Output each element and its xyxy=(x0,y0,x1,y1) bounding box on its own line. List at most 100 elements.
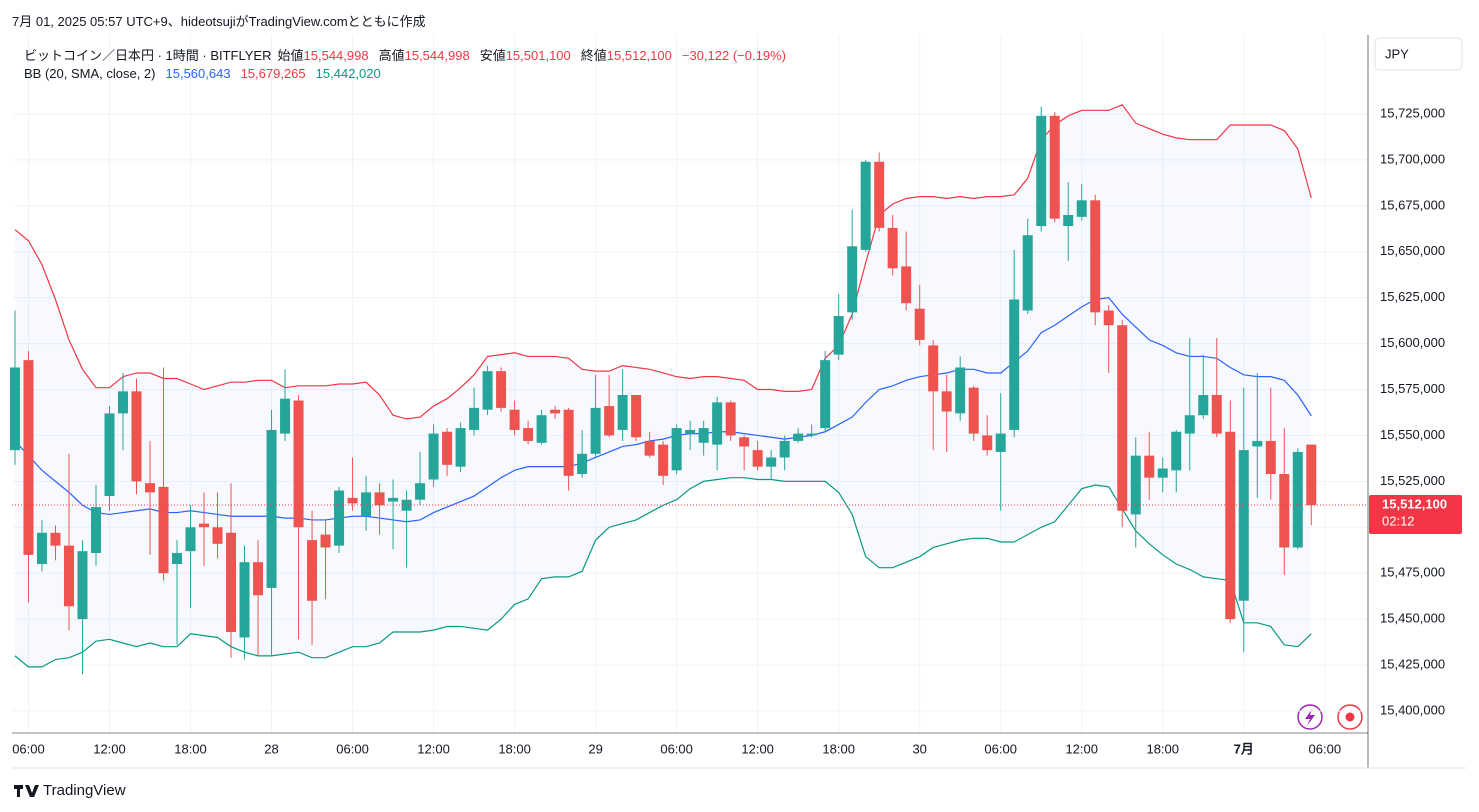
record-icon xyxy=(1345,712,1355,722)
candle-body xyxy=(536,415,547,443)
x-tick-label: 06:00 xyxy=(1309,741,1342,756)
candle-body xyxy=(1036,115,1047,227)
candle-body xyxy=(847,246,858,313)
band-fill xyxy=(14,104,1312,667)
candle-body xyxy=(833,316,844,355)
candle-body xyxy=(77,551,88,620)
candle-body xyxy=(955,367,966,414)
y-tick-label: 15,650,000 xyxy=(1380,243,1445,258)
bb-value: 15,679,265 xyxy=(240,66,306,81)
x-tick-label: 12:00 xyxy=(741,741,774,756)
x-tick-label: 7月 xyxy=(1234,741,1254,756)
bb-upper xyxy=(14,104,1312,420)
candle-body xyxy=(50,532,61,546)
candle-body xyxy=(226,532,237,632)
candle-body xyxy=(590,407,601,454)
x-tick-label: 18:00 xyxy=(822,741,855,756)
candle-body xyxy=(698,428,709,443)
candle-body xyxy=(577,453,588,475)
y-tick-label: 15,700,000 xyxy=(1380,151,1445,166)
currency-box[interactable] xyxy=(1374,37,1463,71)
header: 7月 01, 2025 05:57 UTC+9、hideotsujiがTradi… xyxy=(12,14,426,29)
bb-value: 15,442,020 xyxy=(315,66,381,81)
candle-body xyxy=(671,428,682,471)
candle-body xyxy=(428,433,439,480)
y-tick-label: 15,625,000 xyxy=(1380,289,1445,304)
y-tick-label: 15,575,000 xyxy=(1380,381,1445,396)
candle-body xyxy=(1090,200,1101,313)
x-tick-label: 18:00 xyxy=(498,741,531,756)
candle-body xyxy=(455,428,466,467)
candle-body xyxy=(1009,299,1020,430)
candle-body xyxy=(550,409,561,414)
y-tick-label: 15,450,000 xyxy=(1380,611,1445,626)
bb-value: 15,560,643 xyxy=(165,66,231,81)
change: −30,122 (−0.19%) xyxy=(681,48,786,63)
candle-body xyxy=(604,406,615,436)
candle-body xyxy=(523,428,534,441)
candle-body xyxy=(415,483,426,500)
currency: JPY xyxy=(1385,46,1409,61)
candle-body xyxy=(104,413,115,497)
candle-body xyxy=(887,227,898,269)
last-price-tag xyxy=(1369,495,1462,535)
candle-body xyxy=(401,499,412,511)
x-tick-label: 30 xyxy=(912,741,926,756)
candle-body xyxy=(374,492,385,506)
candle-body xyxy=(469,407,480,430)
ohlc-value: 15,544,998 xyxy=(404,48,470,63)
candle-body xyxy=(1049,115,1060,219)
x-tick-label: 06:00 xyxy=(12,741,45,756)
candle-body xyxy=(995,433,1006,452)
candle-body xyxy=(1022,235,1033,311)
candle-body xyxy=(766,457,777,467)
y-tick-label: 15,550,000 xyxy=(1380,427,1445,442)
y-tick-label: 15,425,000 xyxy=(1380,656,1445,671)
candle-body xyxy=(199,523,210,528)
candle-body xyxy=(1292,451,1303,548)
candle-body xyxy=(9,367,20,451)
x-tick-label: 12:00 xyxy=(1065,741,1098,756)
candle-body xyxy=(442,431,453,465)
y-tick-label: 15,400,000 xyxy=(1380,702,1445,717)
candle-body xyxy=(725,402,736,436)
bb-label: BB (20, SMA, close, 2) xyxy=(24,66,156,81)
candle-body xyxy=(239,562,250,638)
candle-body xyxy=(1265,440,1276,475)
ohlc-label: 始値 xyxy=(277,48,304,63)
candle-body xyxy=(1063,215,1074,227)
tv-logo xyxy=(14,785,39,797)
ohlc-label: 高値 xyxy=(378,48,405,63)
candle-body xyxy=(280,398,291,434)
ohlc-value: 15,501,100 xyxy=(505,48,571,63)
candle-body xyxy=(631,395,642,438)
candle-body xyxy=(347,497,358,504)
candle-body xyxy=(361,492,372,517)
candle-body xyxy=(739,437,750,447)
y-tick-label: 15,475,000 xyxy=(1380,565,1445,580)
ohlc-legend: ビットコイン／日本円 · 1時間 · BITFLYER 始値 15,544,998 高… xyxy=(24,45,786,64)
candle-body xyxy=(388,497,399,502)
plot xyxy=(9,35,1368,733)
y-tick-label: 15,675,000 xyxy=(1380,197,1445,212)
ohlc-label: 安値 xyxy=(479,48,506,63)
footer-brand: TradingView xyxy=(43,782,126,799)
candle-body xyxy=(1144,455,1155,478)
candle-body xyxy=(941,391,952,412)
candle-body xyxy=(212,527,223,544)
candle-body xyxy=(685,429,696,434)
x-tick-label: 18:00 xyxy=(1146,741,1179,756)
candle-body xyxy=(1117,325,1128,511)
candle-body xyxy=(145,483,156,493)
y-tick-label: 15,725,000 xyxy=(1380,105,1445,120)
candle-body xyxy=(712,402,723,445)
candle-body xyxy=(1279,474,1290,548)
symbol: ビットコイン／日本円 · 1時間 · BITFLYER xyxy=(24,48,272,63)
candle-body xyxy=(1238,450,1249,601)
candle-body xyxy=(1157,468,1168,478)
candle-body xyxy=(253,562,264,596)
candle-body xyxy=(131,391,142,482)
candle-body xyxy=(752,450,763,467)
